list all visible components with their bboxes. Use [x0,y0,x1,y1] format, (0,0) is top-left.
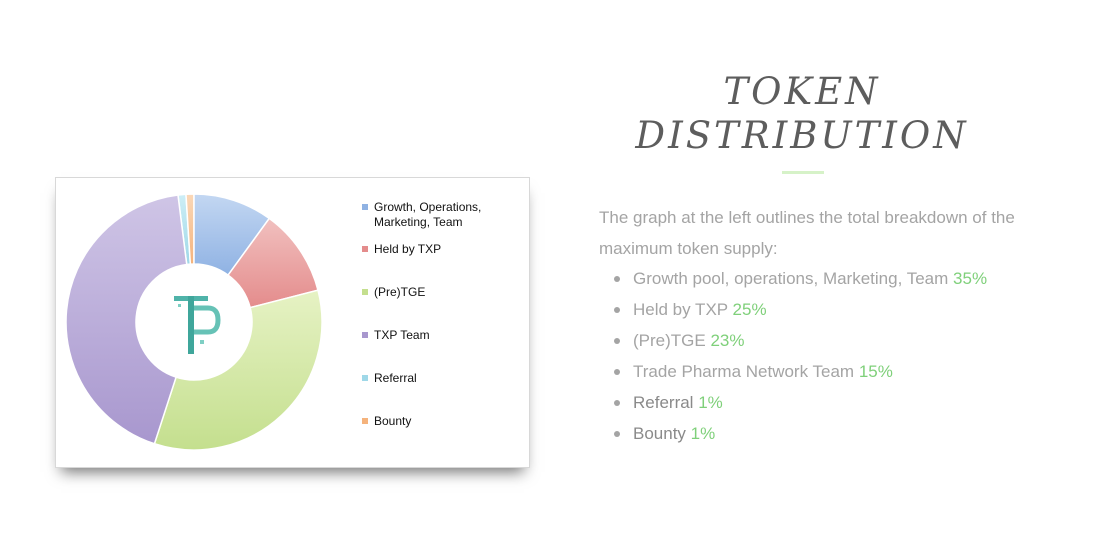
legend-swatch [362,418,368,424]
legend-item: Referral [362,371,522,386]
list-item: Referral 1% [614,387,987,418]
list-item: Held by TXP 25% [614,294,987,325]
list-item: Growth pool, operations, Marketing, Team… [614,263,988,294]
legend-label: Held by TXP [374,242,442,256]
item-label: Trade Pharma Network Team [633,362,855,381]
title-line-2: DISTRIBUTION [635,114,969,157]
bullet-icon [614,369,620,375]
legend-item: Bounty [362,414,522,429]
item-label: Referral [633,393,694,412]
item-label: (Pre)TGE [633,331,706,350]
item-percent: 1% [690,424,716,443]
bullet-icon [614,276,620,282]
item-label: Growth pool, operations, Marketing, Team [633,269,949,288]
legend-label: (Pre)TGE [374,285,426,299]
item-percent: 15% [858,362,893,381]
intro-text: The graph at the left outlines the total… [599,208,1015,258]
breakdown-list: Growth pool, operations, Marketing, Team… [614,263,988,449]
list-item: Trade Pharma Network Team 15% [614,356,987,387]
legend-item: Growth, Operations, Marketing, Team [362,200,522,230]
legend-label: Bounty [374,414,412,428]
item-percent: 23% [710,331,745,350]
legend-item: TXP Team [362,328,522,343]
bullet-icon [614,338,620,344]
legend-item: (Pre)TGE [362,285,522,300]
bullet-icon [614,400,620,406]
legend-label: TXP Team [374,328,430,342]
legend-item: Held by TXP [362,242,522,257]
item-percent: 25% [732,300,767,319]
bullet-icon [614,307,620,313]
item-percent: 35% [953,269,988,288]
item-label: Bounty [633,424,686,443]
chart-card: TP Growth, Operations,Marketing, Team Hel… [55,177,530,468]
title-underline [782,171,824,174]
legend-swatch [362,204,368,210]
legend-swatch [362,289,368,295]
bullet-icon [614,431,620,437]
item-percent: 1% [698,393,723,412]
item-label: Held by TXP [633,300,728,319]
legend-label: Growth, Operations, Marketing, Team [374,200,482,229]
legend-swatch [362,332,368,338]
legend-swatch [362,375,368,381]
donut-chart: TP [65,193,323,451]
legend-swatch [362,246,368,252]
section-title: TOKEN DISTRIBUTION [600,70,1004,158]
list-item: (Pre)TGE 23% [614,325,987,356]
title-line-1: TOKEN [723,70,881,113]
legend-label: Referral [374,371,417,385]
center-logo: TP [174,296,221,354]
list-item: Bounty 1% [614,418,987,449]
